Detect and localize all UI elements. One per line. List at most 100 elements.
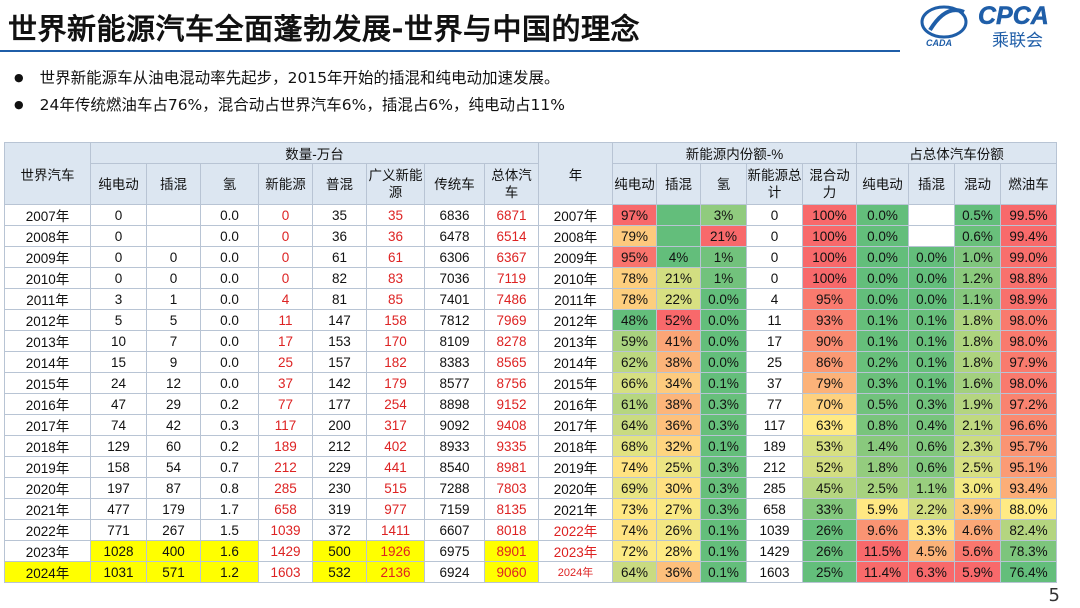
table-cell: 2009年 xyxy=(4,246,91,268)
table-cell: 98.9% xyxy=(1000,288,1057,310)
table-cell: 79% xyxy=(612,225,657,247)
table-cell: 64% xyxy=(612,414,657,436)
table-cell: 78.3% xyxy=(1000,540,1057,562)
table-cell: 36% xyxy=(656,561,701,583)
table-cell: 98.8% xyxy=(1000,267,1057,289)
table-cell: 8018 xyxy=(484,519,539,541)
table-cell xyxy=(908,225,955,247)
header-cell: 普混 xyxy=(312,163,367,205)
table-cell: 32% xyxy=(656,435,701,457)
bullet-list: 世界新能源车从油电混动率先起步，2015年开始的插混和纯电动加速发展。24年传统… xyxy=(14,64,565,118)
table-cell: 0.1% xyxy=(908,372,955,394)
table-cell: 212 xyxy=(746,456,803,478)
table-cell: 3.0% xyxy=(954,477,1001,499)
table-cell: 30% xyxy=(656,477,701,499)
table-cell: 0.0% xyxy=(908,267,955,289)
table-cell: 2021年 xyxy=(538,498,613,520)
table-cell: 6367 xyxy=(484,246,539,268)
table-cell: 99.5% xyxy=(1000,204,1057,226)
table-cell: 0 xyxy=(746,267,803,289)
table-cell: 64% xyxy=(612,561,657,583)
table-cell: 0.5% xyxy=(954,204,1001,226)
table-cell: 0.0% xyxy=(700,288,747,310)
table-cell: 0 xyxy=(146,267,201,289)
table-cell: 61 xyxy=(312,246,367,268)
data-row: 2007年 0 0.0 0 35 35 6836 6871 2007年 97% 3% 0 100% 0.0… xyxy=(4,204,1057,226)
table-cell: 6924 xyxy=(424,561,485,583)
table-cell: 6607 xyxy=(424,519,485,541)
table-cell: 69% xyxy=(612,477,657,499)
data-row: 2020年 197 87 0.8 285 230 515 7288 7803 2020年 69% 30… xyxy=(4,477,1057,499)
table-cell: 21% xyxy=(700,225,747,247)
table-cell: 0.1% xyxy=(700,540,747,562)
table-cell: 11 xyxy=(258,309,313,331)
table-cell: 0.3% xyxy=(700,393,747,415)
table-cell: 5 xyxy=(146,309,201,331)
table-cell: 6975 xyxy=(424,540,485,562)
table-cell: 170 xyxy=(366,330,425,352)
table-cell: 52% xyxy=(656,309,701,331)
table-cell: 7401 xyxy=(424,288,485,310)
table-cell: 0.3% xyxy=(700,477,747,499)
table-cell: 2024年 xyxy=(538,561,613,583)
table-cell: 2013年 xyxy=(538,330,613,352)
table-cell xyxy=(146,225,201,247)
table-cell: 8565 xyxy=(484,351,539,373)
table-cell xyxy=(146,204,201,226)
table-cell: 0.0% xyxy=(856,246,909,268)
table-cell: 2007年 xyxy=(4,204,91,226)
table-cell: 97% xyxy=(612,204,657,226)
table-cell: 3.3% xyxy=(908,519,955,541)
table-cell: 8898 xyxy=(424,393,485,415)
data-row: 2021年 477 179 1.7 658 319 977 7159 8135 2021年 73% 2… xyxy=(4,498,1057,520)
table-cell: 28% xyxy=(656,540,701,562)
table-cell: 441 xyxy=(366,456,425,478)
slide-title: 世界新能源汽车全面蓬勃发展-世界与中国的理念 xyxy=(8,12,641,46)
table-cell: 2019年 xyxy=(4,456,91,478)
data-row: 2023年 1028 400 1.6 1429 500 1926 6975 8901 2023年 7… xyxy=(4,540,1057,562)
table-cell: 70% xyxy=(802,393,857,415)
table-cell: 0.3 xyxy=(200,414,259,436)
table-cell: 372 xyxy=(312,519,367,541)
table-cell: 1429 xyxy=(746,540,803,562)
table-cell: 1039 xyxy=(746,519,803,541)
table-cell: 5.6% xyxy=(954,540,1001,562)
table-cell: 0.1% xyxy=(856,309,909,331)
table-cell: 0.0 xyxy=(200,372,259,394)
table-cell: 189 xyxy=(258,435,313,457)
header-cell: 年 xyxy=(538,142,613,205)
table-cell: 1% xyxy=(700,267,747,289)
table-cell: 658 xyxy=(746,498,803,520)
table-cell: 1039 xyxy=(258,519,313,541)
table-cell: 158 xyxy=(366,309,425,331)
table-cell: 157 xyxy=(312,351,367,373)
table-cell: 0 xyxy=(746,225,803,247)
table-cell: 74 xyxy=(90,414,147,436)
table-cell: 45% xyxy=(802,477,857,499)
table-cell: 1028 xyxy=(90,540,147,562)
table-cell: 658 xyxy=(258,498,313,520)
table-cell: 6306 xyxy=(424,246,485,268)
table-cell: 189 xyxy=(746,435,803,457)
header-cell: 燃油车 xyxy=(1000,163,1057,205)
table-cell: 179 xyxy=(366,372,425,394)
table-cell: 54 xyxy=(146,456,201,478)
table-cell: 1 xyxy=(146,288,201,310)
table-cell: 3% xyxy=(700,204,747,226)
table-cell: 10 xyxy=(90,330,147,352)
table-cell: 35 xyxy=(366,204,425,226)
table-cell: 7288 xyxy=(424,477,485,499)
table-cell: 8577 xyxy=(424,372,485,394)
table-cell: 98.0% xyxy=(1000,330,1057,352)
table-cell: 61 xyxy=(366,246,425,268)
bullet: 24年传统燃油车占76%，混合动占世界汽车6%，插混占6%，纯电动占11% xyxy=(14,91,565,118)
table-cell: 9060 xyxy=(484,561,539,583)
table-cell: 2013年 xyxy=(4,330,91,352)
table-cell: 267 xyxy=(146,519,201,541)
table-cell: 73% xyxy=(612,498,657,520)
data-row: 2014年 15 9 0.0 25 157 182 8383 8565 2014年 62% 38% 0.… xyxy=(4,351,1057,373)
table-cell: 9.6% xyxy=(856,519,909,541)
table-cell: 2017年 xyxy=(538,414,613,436)
table-cell: 7119 xyxy=(484,267,539,289)
header-cell: 新能源 xyxy=(258,163,313,205)
